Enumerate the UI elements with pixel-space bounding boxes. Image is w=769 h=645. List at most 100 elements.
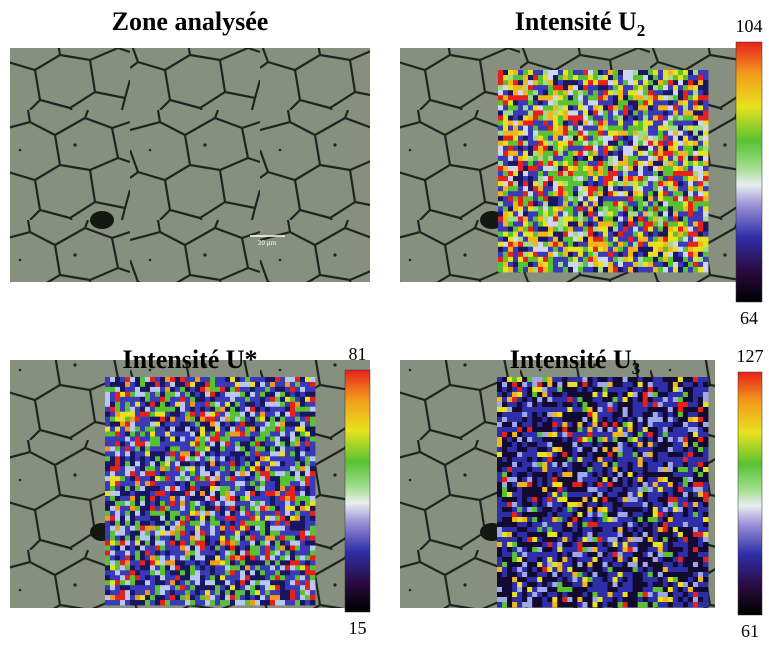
map-pixel	[567, 382, 573, 388]
map-pixel	[563, 120, 569, 126]
map-pixel	[608, 130, 614, 137]
map-pixel	[538, 135, 544, 142]
map-pixel	[110, 575, 116, 581]
map-pixel	[305, 570, 311, 576]
map-pixel	[497, 397, 503, 403]
map-pixel	[618, 125, 624, 131]
map-pixel	[647, 377, 654, 383]
map-pixel	[175, 500, 181, 507]
map-pixel	[305, 386, 311, 393]
map-pixel	[582, 517, 588, 523]
map-pixel	[190, 585, 196, 591]
map-pixel	[533, 100, 539, 106]
map-pixel	[115, 570, 121, 576]
map-pixel	[698, 130, 704, 137]
map-pixel	[498, 196, 504, 202]
map-pixel	[140, 540, 146, 546]
map-pixel	[618, 191, 624, 197]
map-pixel	[265, 520, 271, 527]
map-pixel	[702, 457, 709, 463]
map-pixel	[155, 565, 161, 571]
map-pixel	[240, 580, 246, 586]
map-pixel	[698, 85, 704, 91]
map-pixel	[592, 457, 598, 463]
map-pixel	[658, 241, 664, 248]
map-pixel	[623, 176, 629, 182]
map-pixel	[693, 216, 699, 222]
map-pixel	[517, 422, 523, 428]
map-pixel	[502, 392, 508, 398]
map-pixel	[200, 396, 206, 403]
map-pixel	[165, 377, 171, 383]
map-pixel	[522, 477, 528, 483]
map-pixel	[662, 407, 669, 413]
map-pixel	[225, 446, 231, 452]
map-pixel	[160, 401, 166, 408]
map-pixel	[547, 532, 553, 538]
map-pixel	[512, 407, 518, 413]
map-pixel	[573, 196, 579, 202]
map-pixel	[658, 236, 664, 243]
map-pixel	[508, 100, 514, 106]
map-pixel	[548, 100, 554, 106]
map-pixel	[588, 221, 594, 227]
map-pixel	[687, 377, 694, 383]
map-pixel	[588, 216, 594, 222]
map-pixel	[300, 441, 306, 447]
map-pixel	[200, 585, 206, 591]
map-pixel	[290, 431, 296, 437]
map-pixel	[618, 90, 624, 96]
map-pixel	[295, 600, 301, 606]
map-pixel	[663, 206, 669, 212]
map-pixel	[697, 377, 704, 383]
map-pixel	[225, 535, 231, 541]
map-pixel	[260, 436, 266, 442]
map-pixel	[557, 437, 563, 443]
map-pixel	[230, 535, 236, 541]
map-pixel	[502, 427, 508, 433]
map-pixel	[643, 135, 649, 142]
map-pixel	[110, 426, 116, 432]
map-pixel	[602, 387, 608, 393]
map-pixel	[623, 236, 629, 243]
map-pixel	[110, 456, 116, 462]
map-pixel	[573, 221, 579, 227]
map-pixel	[648, 176, 654, 182]
map-pixel	[200, 595, 206, 601]
map-pixel	[597, 487, 603, 493]
map-pixel	[577, 517, 583, 523]
map-pixel	[542, 452, 548, 458]
map-pixel	[567, 377, 573, 383]
map-pixel	[200, 441, 206, 447]
map-pixel	[300, 476, 306, 482]
map-pixel	[175, 401, 181, 408]
map-pixel	[305, 451, 311, 457]
map-pixel	[587, 437, 593, 443]
map-pixel	[275, 466, 281, 472]
map-pixel	[220, 471, 226, 477]
map-pixel	[663, 226, 669, 232]
map-pixel	[125, 495, 131, 502]
map-pixel	[528, 226, 534, 232]
map-pixel	[120, 396, 126, 403]
map-pixel	[528, 186, 534, 192]
map-pixel	[180, 495, 186, 502]
map-pixel	[623, 140, 629, 147]
map-pixel	[557, 522, 563, 528]
map-pixel	[305, 446, 311, 452]
map-pixel	[573, 256, 579, 263]
map-pixel	[552, 492, 558, 498]
map-pixel	[190, 570, 196, 576]
map-pixel	[200, 565, 206, 571]
map-pixel	[577, 472, 583, 478]
map-pixel	[250, 520, 256, 527]
map-pixel	[673, 236, 679, 243]
map-pixel	[583, 201, 589, 207]
map-pixel	[295, 391, 301, 398]
map-pixel	[240, 505, 246, 512]
map-pixel	[547, 487, 553, 493]
map-pixel	[628, 171, 634, 177]
map-pixel	[250, 540, 256, 546]
map-pixel	[562, 452, 568, 458]
map-pixel	[528, 165, 534, 172]
